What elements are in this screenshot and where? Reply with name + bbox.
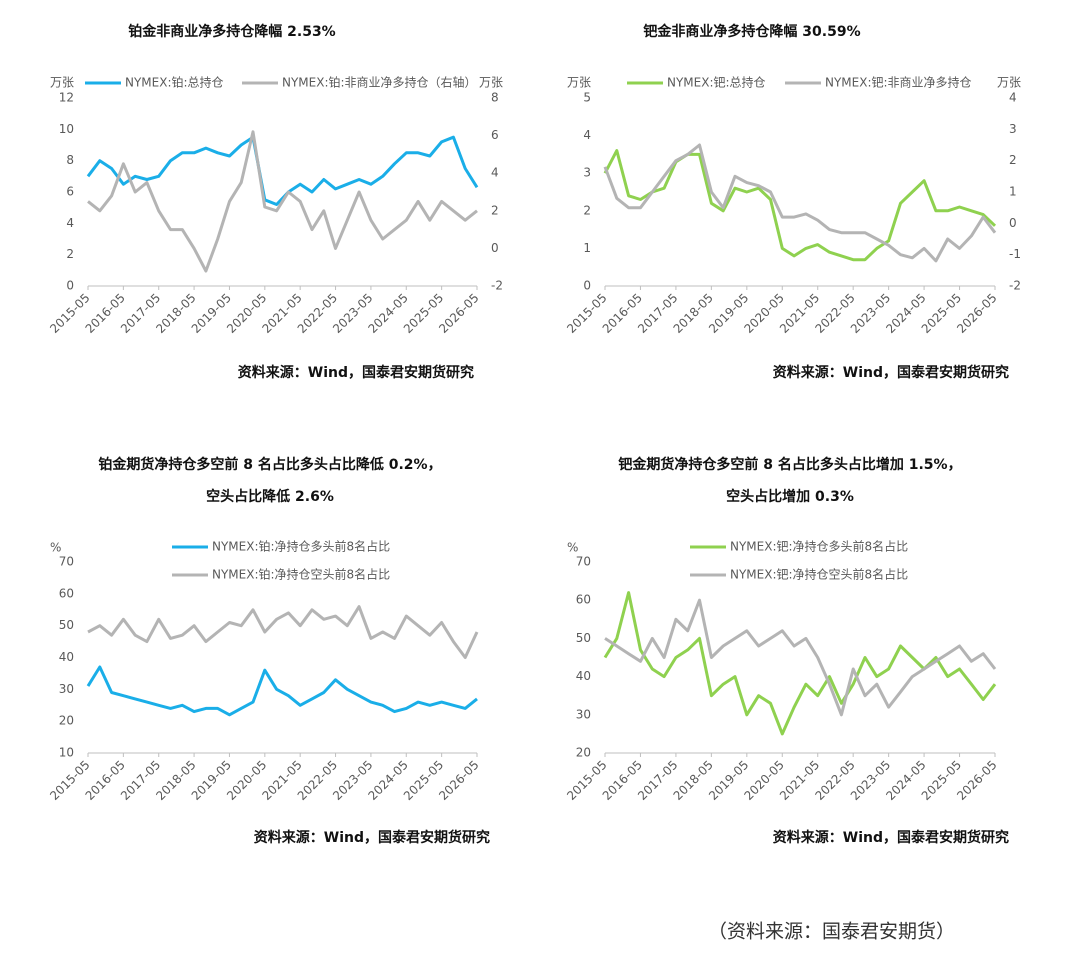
legend-label: NYMEX:钯:总持仓 bbox=[667, 75, 766, 90]
y2-tick-label: -2 bbox=[1009, 279, 1021, 293]
series-line bbox=[603, 143, 997, 263]
y2-tick-label: 3 bbox=[1009, 122, 1017, 136]
y-tick-label: 2 bbox=[66, 247, 74, 261]
y-tick-label: 40 bbox=[59, 650, 74, 664]
y-tick-label: 0 bbox=[583, 279, 591, 293]
y-tick-label: 10 bbox=[59, 122, 74, 136]
y2-unit: 万张 bbox=[997, 76, 1021, 90]
y-tick-label: 1 bbox=[583, 241, 591, 255]
footer: （资料来源：国泰君安期货） bbox=[708, 921, 955, 943]
y2-tick-label: 2 bbox=[1009, 153, 1017, 167]
y-tick-label: 3 bbox=[583, 166, 591, 180]
chart-title: 空头占比增加 0.3% bbox=[726, 488, 854, 505]
y2-tick-label: 8 bbox=[491, 91, 499, 105]
y2-unit: 万张 bbox=[479, 76, 503, 90]
y-tick-label: 70 bbox=[576, 555, 591, 569]
y-tick-label: 0 bbox=[66, 279, 74, 293]
chart-title: 铂金期货净持仓多空前 8 名占比多头占比降低 0.2%， bbox=[98, 456, 441, 473]
y-tick-label: 6 bbox=[66, 185, 74, 199]
legend-label: NYMEX:钯:净持仓空头前8名占比 bbox=[730, 567, 908, 582]
y-tick-label: 5 bbox=[583, 91, 591, 105]
series-line bbox=[87, 130, 478, 273]
y2-tick-label: 0 bbox=[491, 241, 499, 255]
y-unit: % bbox=[50, 541, 61, 555]
legend-label: NYMEX:铂:净持仓多头前8名占比 bbox=[212, 539, 390, 554]
y-tick-label: 4 bbox=[583, 128, 591, 142]
y2-tick-label: 6 bbox=[491, 128, 499, 142]
y2-tick-label: -1 bbox=[1009, 247, 1021, 261]
chart-title: 钯金期货净持仓多空前 8 名占比多头占比增加 1.5%， bbox=[617, 456, 961, 473]
legend-label: NYMEX:钯:非商业净多持仓 bbox=[825, 75, 972, 90]
chart-title: 铂金非商业净多持仓降幅 2.53% bbox=[128, 23, 335, 40]
y-tick-label: 4 bbox=[66, 216, 74, 230]
legend-label: NYMEX:铂:总持仓 bbox=[125, 75, 224, 90]
source: 资料来源：Wind，国泰君安期货研究 bbox=[773, 364, 1009, 381]
y-tick-label: 12 bbox=[59, 91, 74, 105]
legend-label: NYMEX:铂:净持仓空头前8名占比 bbox=[212, 567, 390, 582]
chart-title: 钯金非商业净多持仓降幅 30.59% bbox=[642, 23, 860, 40]
y-tick-label: 50 bbox=[59, 618, 74, 632]
y-tick-label: 40 bbox=[576, 669, 591, 683]
legend-label: NYMEX:钯:净持仓多头前8名占比 bbox=[730, 539, 908, 554]
series-line bbox=[86, 135, 479, 206]
y-tick-label: 30 bbox=[576, 707, 591, 721]
series-line bbox=[604, 598, 997, 717]
y-tick-label: 20 bbox=[576, 746, 591, 760]
y-unit: % bbox=[567, 541, 578, 555]
y-tick-label: 30 bbox=[59, 682, 74, 696]
y-tick-label: 2 bbox=[583, 203, 591, 217]
y-tick-label: 8 bbox=[66, 153, 74, 167]
y2-tick-label: 4 bbox=[1009, 91, 1017, 105]
series-line bbox=[86, 665, 478, 717]
y-tick-label: 60 bbox=[576, 593, 591, 607]
y-unit: 万张 bbox=[567, 76, 591, 90]
series-line bbox=[87, 605, 479, 659]
legend-label: NYMEX:铂:非商业净多持仓（右轴） bbox=[282, 75, 477, 90]
y-unit: 万张 bbox=[50, 76, 74, 90]
y2-tick-label: -2 bbox=[491, 279, 503, 293]
series-line bbox=[603, 591, 997, 736]
source: 资料来源：Wind，国泰君安期货研究 bbox=[254, 829, 490, 846]
series-line bbox=[603, 149, 997, 262]
y-tick-label: 60 bbox=[59, 586, 74, 600]
source: 资料来源：Wind，国泰君安期货研究 bbox=[238, 364, 474, 381]
y2-tick-label: 1 bbox=[1009, 185, 1017, 199]
y2-tick-label: 4 bbox=[491, 166, 499, 180]
source: 资料来源：Wind，国泰君安期货研究 bbox=[773, 829, 1009, 846]
y-tick-label: 70 bbox=[59, 555, 74, 569]
y2-tick-label: 0 bbox=[1009, 216, 1017, 230]
y2-tick-label: 2 bbox=[491, 203, 499, 217]
y-tick-label: 20 bbox=[59, 714, 74, 728]
y-tick-label: 50 bbox=[576, 631, 591, 645]
chart-title: 空头占比降低 2.6% bbox=[206, 488, 334, 505]
y-tick-label: 10 bbox=[59, 746, 74, 760]
